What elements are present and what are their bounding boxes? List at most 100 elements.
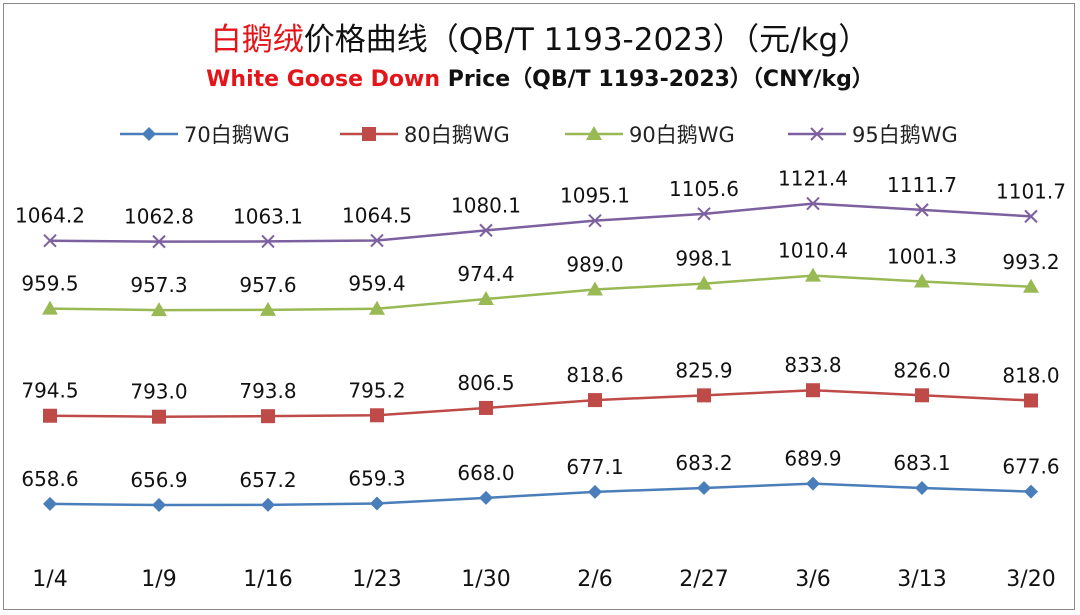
x-tick-label-10: 3/20 — [1006, 567, 1055, 592]
series-3-label-5: 974.4 — [457, 262, 514, 286]
series-1-label-4: 659.3 — [348, 466, 405, 490]
series-3-label-7: 998.1 — [675, 247, 732, 271]
series-3-point-1 — [42, 300, 58, 315]
series-1-label-7: 683.2 — [675, 451, 732, 475]
series-4-point-10 — [1024, 209, 1038, 224]
series-line-4 — [49, 202, 1032, 243]
series-3-point-6 — [587, 281, 603, 296]
chart-subtitle-highlight: White Goose Down — [206, 67, 441, 92]
legend-marker-2 — [362, 127, 376, 141]
series-1-label-6: 677.1 — [566, 455, 623, 479]
series-3-label-9: 1001.3 — [887, 245, 957, 269]
series-4-point-6 — [588, 213, 602, 228]
x-tick-label-6: 2/6 — [577, 567, 612, 592]
series-1-point-2 — [152, 498, 166, 513]
series-1-point-5 — [479, 490, 493, 505]
series-4-label-2: 1062.8 — [124, 205, 194, 229]
series-2-label-8: 833.8 — [784, 353, 841, 377]
chart-legend: 70白鹅WG 80白鹅WG 90白鹅WG 95白鹅WG — [120, 123, 958, 147]
series-line-3 — [49, 274, 1032, 312]
series-4-label-10: 1101.7 — [996, 179, 1066, 203]
series-4-point-9 — [915, 203, 929, 217]
x-tick-label-2: 1/9 — [141, 567, 176, 592]
legend-label-4: 95白鹅WG — [852, 123, 958, 147]
x-tick-label-4: 1/23 — [352, 567, 401, 592]
series-3-point-7 — [696, 275, 712, 290]
series-2-point-5 — [479, 400, 493, 415]
series-3-label-10: 993.2 — [1002, 250, 1059, 274]
series-2-label-5: 806.5 — [457, 371, 514, 395]
series-3-label-6: 989.0 — [566, 253, 623, 277]
series-4-point-1 — [43, 233, 57, 248]
series-2-point-10 — [1024, 393, 1038, 408]
series-2-label-9: 826.0 — [893, 358, 950, 382]
series-1-label-2: 656.9 — [130, 468, 187, 492]
series-4-label-6: 1095.1 — [560, 184, 630, 208]
x-axis-tick-labels: 1/4 1/9 1/16 1/23 1/30 2/6 2/27 3/6 3/13 3/20 — [32, 567, 1055, 592]
series-3-label-3: 957.6 — [239, 273, 296, 297]
series-3-point-3 — [260, 301, 276, 316]
series-1-point-10 — [1024, 484, 1038, 499]
series-1-label-8: 689.9 — [784, 447, 841, 471]
series-2-point-7 — [697, 388, 711, 403]
legend-item-3: 90白鹅WG — [565, 123, 735, 147]
series-1-point-6 — [588, 484, 602, 499]
series-2-label-6: 818.6 — [566, 363, 623, 387]
series-line-2 — [49, 388, 1032, 418]
series-4-point-7 — [697, 207, 711, 221]
x-tick-label-8: 3/6 — [795, 567, 830, 592]
series-1-label-9: 683.1 — [893, 451, 950, 475]
legend-marker-3 — [586, 126, 602, 140]
x-tick-label-9: 3/13 — [897, 567, 946, 592]
series-2-label-7: 825.9 — [675, 358, 732, 382]
series-2-point-2 — [152, 409, 166, 424]
series-1-label-5: 668.0 — [457, 461, 514, 485]
series-3-point-8 — [805, 267, 821, 282]
series-2-point-4 — [370, 408, 384, 423]
data-labels: 658.6 656.9 657.2 659.3 668.0 677.1 683.2 689.9… — [15, 167, 1066, 492]
series-4-label-7: 1105.6 — [669, 177, 739, 201]
chart-title-highlight: 白鹅绒 — [210, 22, 304, 58]
series-3-point-5 — [478, 290, 494, 305]
series-3-label-4: 959.4 — [348, 272, 405, 296]
series-line-1 — [49, 482, 1032, 507]
legend-marker-1 — [142, 127, 156, 141]
series-2-label-4: 795.2 — [348, 378, 405, 402]
series-3-point-2 — [151, 302, 167, 317]
series-4-point-8 — [806, 196, 820, 211]
x-tick-label-7: 2/27 — [679, 567, 728, 592]
chart-title: 白鹅绒价格曲线（QB/T 1193-2023）（元/kg） — [0, 20, 1080, 60]
series-4-label-3: 1063.1 — [233, 204, 303, 228]
series-4-label-5: 1080.1 — [451, 193, 521, 217]
series-4-label-9: 1111.7 — [887, 173, 957, 197]
series-4-point-3 — [261, 234, 275, 249]
chart-frame — [3, 3, 1075, 610]
series-3-point-10 — [1023, 278, 1039, 293]
series-1-label-10: 677.6 — [1002, 455, 1059, 479]
series-4-label-4: 1064.5 — [342, 204, 412, 228]
series-1-point-1 — [43, 496, 57, 511]
legend-item-4: 95白鹅WG — [788, 123, 958, 147]
legend-marker-4 — [810, 127, 824, 141]
legend-label-1: 70白鹅WG — [184, 123, 290, 147]
series-1-point-4 — [370, 496, 384, 511]
series-2-label-2: 793.0 — [130, 380, 187, 404]
chart-title-rest: 价格曲线（QB/T 1193-2023）（元/kg） — [303, 22, 870, 58]
series-1-point-3 — [261, 497, 275, 512]
x-tick-label-3: 1/16 — [243, 567, 292, 592]
series-1-point-7 — [697, 480, 711, 495]
x-tick-label-1: 1/4 — [32, 567, 67, 592]
series-2-point-1 — [43, 408, 57, 423]
series-4-label-1: 1064.2 — [15, 204, 85, 228]
legend-label-2: 80白鹅WG — [404, 123, 510, 147]
series-markers — [42, 196, 1039, 513]
legend-item-1: 70白鹅WG — [120, 123, 290, 147]
series-3-label-1: 959.5 — [21, 272, 78, 296]
series-3-label-8: 1010.4 — [778, 239, 848, 263]
legend-item-2: 80白鹅WG — [340, 123, 510, 147]
chart-subtitle-rest: Price（QB/T 1193-2023）（CNY/kg） — [440, 67, 874, 92]
series-4-point-4 — [370, 233, 384, 248]
series-3-point-9 — [914, 273, 930, 288]
series-1-label-1: 658.6 — [21, 467, 78, 491]
